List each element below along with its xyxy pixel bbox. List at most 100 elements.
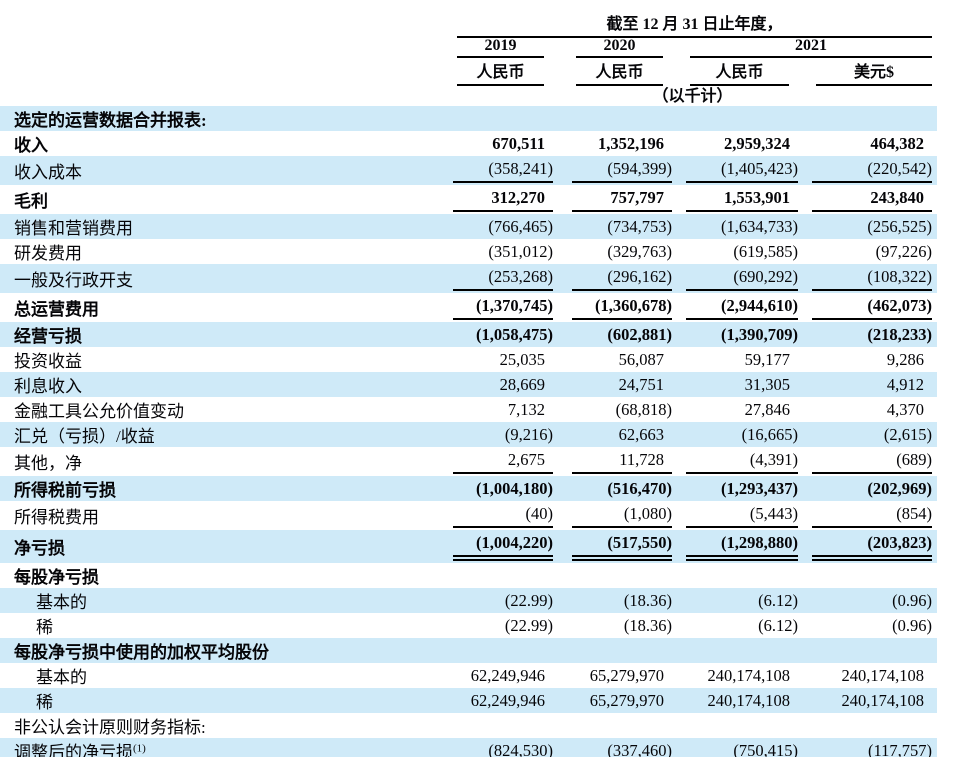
value: (1,298,880) bbox=[721, 532, 798, 552]
value-cell: 24,751 bbox=[572, 372, 672, 397]
value: (766,465) bbox=[488, 216, 553, 236]
value-cell: 31,305 bbox=[686, 372, 798, 397]
value: (0.96) bbox=[892, 615, 932, 635]
value: 65,279,970 bbox=[589, 665, 664, 685]
value-cell: (5,443) bbox=[686, 501, 798, 528]
row-label: 每股净亏损中使用的加权平均股份 bbox=[14, 643, 269, 662]
value: 670,511 bbox=[492, 133, 545, 153]
value-cell: (40) bbox=[453, 501, 553, 528]
value: (462,073) bbox=[867, 295, 932, 315]
value: 25,035 bbox=[499, 349, 545, 369]
value-cell: (824,530) bbox=[453, 738, 553, 757]
value: (1,004,220) bbox=[476, 532, 553, 552]
row-label: 基本的 bbox=[36, 593, 87, 612]
value-cell: (1,293,437) bbox=[686, 476, 798, 501]
table-row: 销售和营销费用 (766,465) (734,753) (1,634,733) (256… bbox=[0, 214, 954, 239]
row-label: 金融工具公允价值变动 bbox=[14, 402, 184, 421]
value: 757,797 bbox=[610, 187, 664, 207]
value: (0.96) bbox=[892, 590, 932, 610]
header-currencies-row: 人民币 人民币 人民币 美元$ bbox=[0, 58, 954, 86]
value-cell: 2,959,324 bbox=[686, 131, 798, 156]
value: (329,763) bbox=[607, 241, 672, 261]
value: (22.99) bbox=[504, 590, 553, 610]
currency-rmb-2020: 人民币 bbox=[576, 58, 663, 86]
value-cell: (0.96) bbox=[812, 588, 932, 613]
value-cell: (358,241) bbox=[453, 156, 553, 183]
table-row: 所得税费用 (40) (1,080) (5,443) (854) bbox=[0, 501, 954, 530]
row-label: 基本的 bbox=[36, 668, 87, 687]
value: 62,663 bbox=[618, 424, 664, 444]
table-row: 基本的 62,249,946 65,279,970 240,174,108 240,17… bbox=[0, 663, 954, 688]
value: 240,174,108 bbox=[707, 690, 791, 710]
value: (9,216) bbox=[504, 424, 553, 444]
value-cell: (6.12) bbox=[686, 588, 798, 613]
table-row: 稀 (22.99) (18.36) (6.12) (0.96) bbox=[0, 613, 954, 638]
header-period-row: 截至 12 月 31 日止年度， bbox=[0, 10, 954, 38]
table-row: 每股净亏损中使用的加权平均股份 bbox=[0, 638, 954, 663]
value-cell: (689) bbox=[812, 447, 932, 474]
value-cell: (766,465) bbox=[453, 214, 553, 239]
value: (6.12) bbox=[758, 590, 798, 610]
value: (4,391) bbox=[749, 449, 798, 469]
value: 59,177 bbox=[744, 349, 790, 369]
value-cell: (1,004,180) bbox=[453, 476, 553, 501]
value: (18.36) bbox=[623, 590, 672, 610]
value-cell: 56,087 bbox=[572, 347, 672, 372]
year-2020: 2020 bbox=[576, 37, 663, 58]
value: (1,390,709) bbox=[721, 324, 798, 344]
value: (619,585) bbox=[733, 241, 798, 261]
unit-note: （以千计） bbox=[652, 88, 733, 105]
value-cell: 240,174,108 bbox=[686, 663, 798, 688]
value-cell: (337,460) bbox=[572, 738, 672, 757]
year-2021: 2021 bbox=[690, 37, 932, 58]
value: (203,823) bbox=[867, 532, 932, 552]
value: (1,004,180) bbox=[476, 478, 553, 498]
header-years-row: 2019 2020 2021 bbox=[0, 34, 954, 58]
value: 27,846 bbox=[744, 399, 790, 419]
row-label: 经营亏损 bbox=[14, 327, 82, 346]
table-row: 每股净亏损 bbox=[0, 563, 954, 588]
row-label: 稀 bbox=[36, 618, 53, 637]
value-cell: (1,405,423) bbox=[686, 156, 798, 183]
table-row: 选定的运营数据合并报表: bbox=[0, 106, 954, 131]
value: (1,293,437) bbox=[721, 478, 798, 498]
row-label: 其他，净 bbox=[14, 454, 82, 473]
value-cell: 240,174,108 bbox=[812, 663, 932, 688]
value: 243,840 bbox=[870, 187, 924, 207]
row-label: 研发费用 bbox=[14, 244, 82, 263]
value-cell: (1,370,745) bbox=[453, 293, 553, 320]
value: (220,542) bbox=[867, 158, 932, 178]
value: (750,415) bbox=[733, 740, 798, 757]
value-cell: (117,757) bbox=[812, 738, 932, 757]
value: (1,634,733) bbox=[721, 216, 798, 236]
value: 4,912 bbox=[886, 374, 924, 394]
value-cell: (516,470) bbox=[572, 476, 672, 501]
value-cell: (1,004,220) bbox=[453, 530, 553, 561]
value: (40) bbox=[525, 503, 554, 523]
value-cell: (220,542) bbox=[812, 156, 932, 183]
value: 1,553,901 bbox=[724, 187, 790, 207]
value: 240,174,108 bbox=[841, 665, 925, 685]
value-cell: 25,035 bbox=[453, 347, 553, 372]
value: (2,944,610) bbox=[721, 295, 798, 315]
table-row: 利息收入 28,669 24,751 31,305 4,912 bbox=[0, 372, 954, 397]
table-row: 所得税前亏损 (1,004,180) (516,470) (1,293,437) (20… bbox=[0, 476, 954, 501]
table-row: 收入成本 (358,241) (594,399) (1,405,423) (220,54… bbox=[0, 156, 954, 185]
value-cell: (0.96) bbox=[812, 613, 932, 638]
value-cell: 1,352,196 bbox=[572, 131, 672, 156]
value: (734,753) bbox=[607, 216, 672, 236]
value-cell: 62,249,946 bbox=[453, 688, 553, 713]
table-row: 非公认会计原则财务指标: bbox=[0, 713, 954, 738]
value-cell: 464,382 bbox=[812, 131, 932, 156]
value-cell: (462,073) bbox=[812, 293, 932, 320]
value-cell: 65,279,970 bbox=[572, 663, 672, 688]
table-row: 稀 62,249,946 65,279,970 240,174,108 240,174,… bbox=[0, 688, 954, 713]
value: (689) bbox=[896, 449, 932, 469]
value-cell: (97,226) bbox=[812, 239, 932, 264]
value-cell: (1,390,709) bbox=[686, 322, 798, 347]
value: (337,460) bbox=[607, 740, 672, 757]
value: 62,249,946 bbox=[470, 665, 545, 685]
row-label: 调整后的净亏损(1) bbox=[14, 742, 146, 757]
value: (517,550) bbox=[607, 532, 672, 552]
